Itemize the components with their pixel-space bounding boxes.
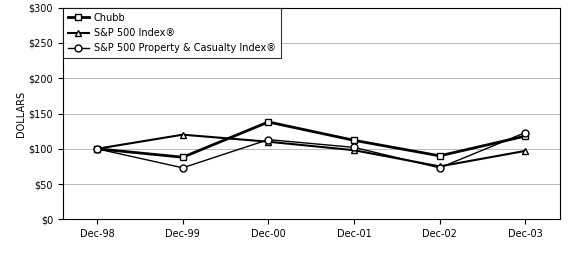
Line: S&P 500 Index®: S&P 500 Index® <box>94 131 529 170</box>
Legend: Chubb, S&P 500 Index®, S&P 500 Property & Casualty Index®: Chubb, S&P 500 Index®, S&P 500 Property … <box>63 8 281 58</box>
Chubb <box>179 156 186 159</box>
S&P 500 Property & Casualty Index® <box>522 131 529 134</box>
S&P 500 Index® <box>436 165 443 168</box>
Chubb <box>351 139 357 142</box>
S&P 500 Property & Casualty Index® <box>351 146 357 149</box>
S&P 500 Property & Casualty Index® <box>265 138 272 141</box>
S&P 500 Property & Casualty Index® <box>94 147 100 150</box>
Chubb <box>436 154 443 157</box>
Y-axis label: DOLLARS: DOLLARS <box>15 91 26 136</box>
S&P 500 Property & Casualty Index® <box>436 166 443 169</box>
S&P 500 Index® <box>265 140 272 143</box>
Chubb <box>94 147 100 150</box>
S&P 500 Index® <box>94 147 100 150</box>
S&P 500 Index® <box>522 149 529 152</box>
Chubb <box>522 134 529 138</box>
Line: S&P 500 Property & Casualty Index®: S&P 500 Property & Casualty Index® <box>94 129 529 171</box>
Line: Chubb: Chubb <box>94 118 529 161</box>
S&P 500 Index® <box>179 133 186 136</box>
S&P 500 Index® <box>351 149 357 152</box>
Chubb <box>265 120 272 124</box>
S&P 500 Property & Casualty Index® <box>179 166 186 169</box>
